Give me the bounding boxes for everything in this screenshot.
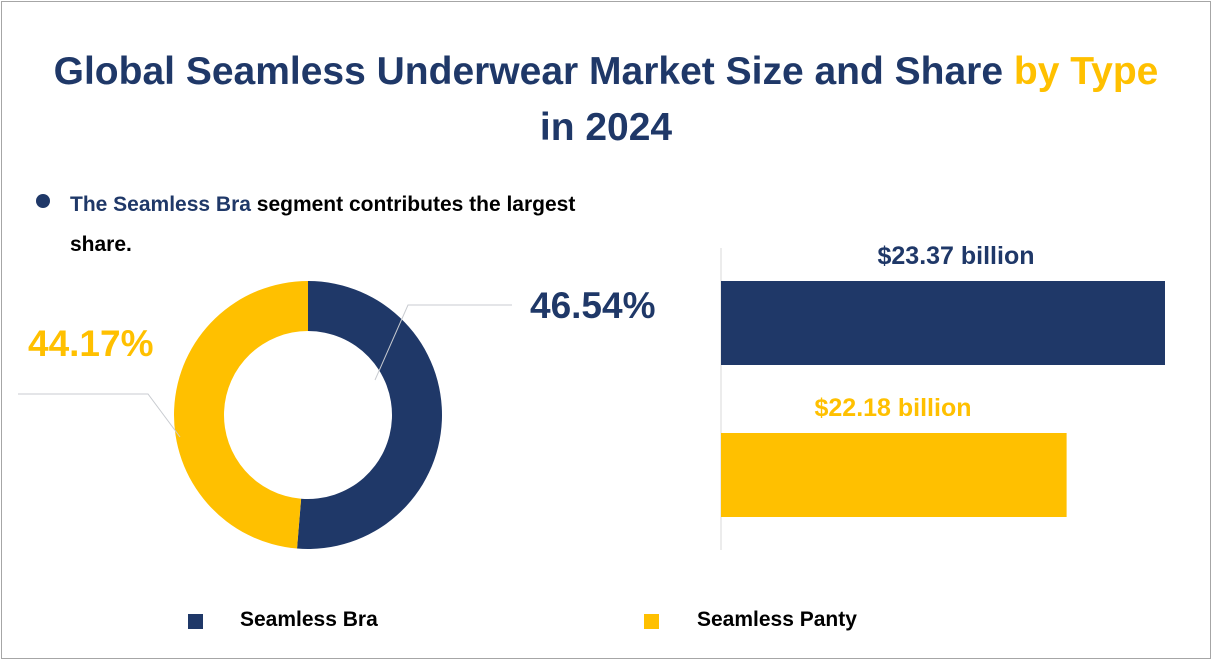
title-highlight: by Type — [1013, 50, 1159, 93]
insight-emphasis: The Seamless Bra — [70, 193, 251, 216]
donut-label-bra: 46.54% — [530, 285, 656, 326]
chart-title: Global Seamless Underwear Market Size an… — [0, 44, 1212, 156]
legend-swatch-panty — [644, 614, 659, 629]
legend-label-panty: Seamless Panty — [697, 608, 857, 631]
title-part1: Global Seamless Underwear Market Size an… — [53, 50, 1014, 93]
bar-panty — [721, 433, 1067, 517]
donut-slice-bra — [297, 281, 443, 549]
leader-line-panty — [18, 393, 181, 438]
bar-bra — [721, 281, 1165, 365]
key-insight: The Seamless Bra segment contributes the… — [70, 185, 590, 265]
leader-line-bra — [374, 304, 512, 381]
title-line2: in 2024 — [539, 106, 673, 149]
donut-label-panty: 44.17% — [28, 323, 154, 364]
donut-slice-panty — [174, 281, 308, 549]
bar-label-bra: $23.37 billion — [877, 242, 1034, 270]
bullet-icon — [36, 194, 50, 208]
legend-label-bra: Seamless Bra — [240, 608, 378, 631]
legend-swatch-bra — [188, 614, 203, 629]
insight-text: segment contributes the largest share. — [70, 193, 576, 256]
bar-label-panty: $22.18 billion — [814, 394, 971, 422]
